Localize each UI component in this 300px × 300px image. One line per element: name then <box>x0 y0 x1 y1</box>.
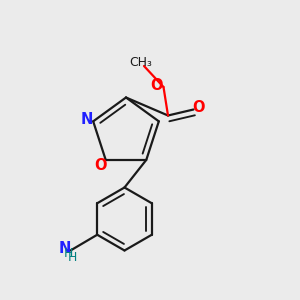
Text: N: N <box>59 241 71 256</box>
Text: O: O <box>193 100 205 116</box>
Text: O: O <box>94 158 106 173</box>
Text: H: H <box>64 247 74 260</box>
Text: O: O <box>151 78 163 93</box>
Text: CH₃: CH₃ <box>130 56 152 70</box>
Text: N: N <box>80 112 93 127</box>
Text: H: H <box>68 250 77 264</box>
